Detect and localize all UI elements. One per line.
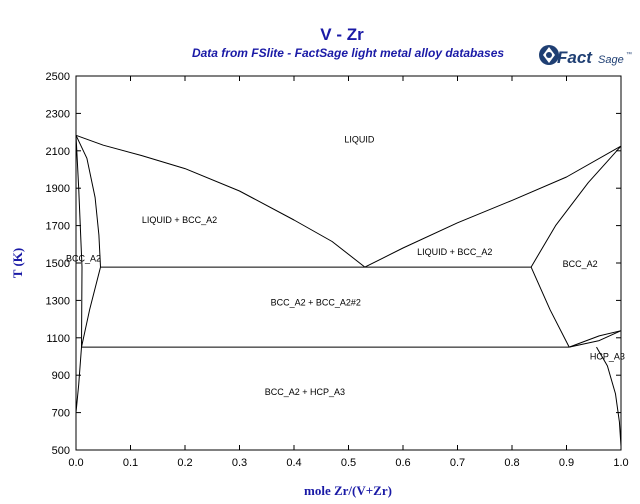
y-tick-label: 1500 (46, 258, 70, 270)
boundary-hcp-bcc-upper (569, 330, 622, 348)
x-tick-label: 0.4 (286, 457, 301, 469)
y-tick-label: 2500 (46, 71, 70, 83)
phase-label: HCP_A3 (590, 352, 625, 362)
y-tick-label: 2300 (46, 108, 70, 120)
phase-label: LIQUID + BCC_A2 (142, 215, 217, 225)
boundary-solidus-right (530, 145, 622, 268)
y-tick-label: 500 (52, 445, 70, 457)
logo-text-sage: Sage (598, 54, 624, 66)
phase-label: BCC_A2 (66, 253, 101, 263)
x-tick-label: 0.8 (504, 457, 519, 469)
x-tick-label: 0.9 (559, 457, 574, 469)
x-tick-label: 0.2 (177, 457, 192, 469)
boundary-liquidus-right (364, 145, 622, 268)
phase-label: LIQUID + BCC_A2 (417, 247, 492, 257)
x-tick-label: 0.7 (450, 457, 465, 469)
boundary-misc-right (530, 266, 570, 348)
x-axis-label: mole Zr/(V+Zr) (304, 483, 392, 498)
x-tick-label: 0.6 (395, 457, 410, 469)
boundary-hcp-bcc-lower (569, 330, 622, 348)
plot-frame (75, 75, 622, 451)
y-tick-label: 2100 (46, 146, 70, 158)
y-tick-label: 1900 (46, 183, 70, 195)
x-axis: 0.0 0.1 0.2 0.3 0.4 0.5 0.6 0.7 0.8 0.9 1.0 (68, 76, 629, 469)
boundary-misc-left (81, 266, 101, 348)
y-tick-label: 1300 (46, 295, 70, 307)
boundary-liquidus-left (75, 134, 366, 268)
logo-trademark: ™ (626, 51, 632, 58)
factsage-logo-mark (539, 45, 559, 65)
y-axis-label: T (K) (10, 248, 25, 278)
phase-label: BCC_A2 + BCC_A2#2 (271, 297, 361, 307)
y-axis: 500 700 900 1100 1300 1500 1700 1900 2100 2300 250… (46, 71, 621, 457)
factsage-logo: Fact Sage ™ (539, 45, 632, 67)
x-tick-label: 0.3 (232, 457, 247, 469)
boundary-solidus-left (75, 135, 101, 268)
phase-label: BCC_A2 + HCP_A3 (265, 387, 345, 397)
x-tick-label: 0.5 (341, 457, 356, 469)
y-tick-label: 1700 (46, 221, 70, 233)
chart-title: V - Zr (320, 25, 364, 44)
phase-region-labels: LIQUID LIQUID + BCC_A2 LIQUID + BCC_A2 BCC_… (66, 135, 625, 397)
chart-subtitle: Data from FSlite - FactSage light metal … (192, 46, 504, 60)
phase-label: LIQUID (344, 135, 375, 145)
x-tick-label: 1.0 (613, 457, 628, 469)
y-tick-label: 1100 (46, 333, 70, 345)
phase-label: BCC_A2 (563, 259, 598, 269)
x-tick-label: 0.1 (123, 457, 138, 469)
logo-text-fact: Fact (557, 48, 593, 67)
boundary-bcc-solvus-left (75, 135, 83, 413)
x-tick-label: 0.0 (68, 457, 83, 469)
y-tick-label: 900 (52, 370, 70, 382)
boundary-hcp-solvus (596, 346, 622, 447)
phase-boundaries (75, 134, 622, 447)
y-tick-label: 700 (52, 408, 70, 420)
